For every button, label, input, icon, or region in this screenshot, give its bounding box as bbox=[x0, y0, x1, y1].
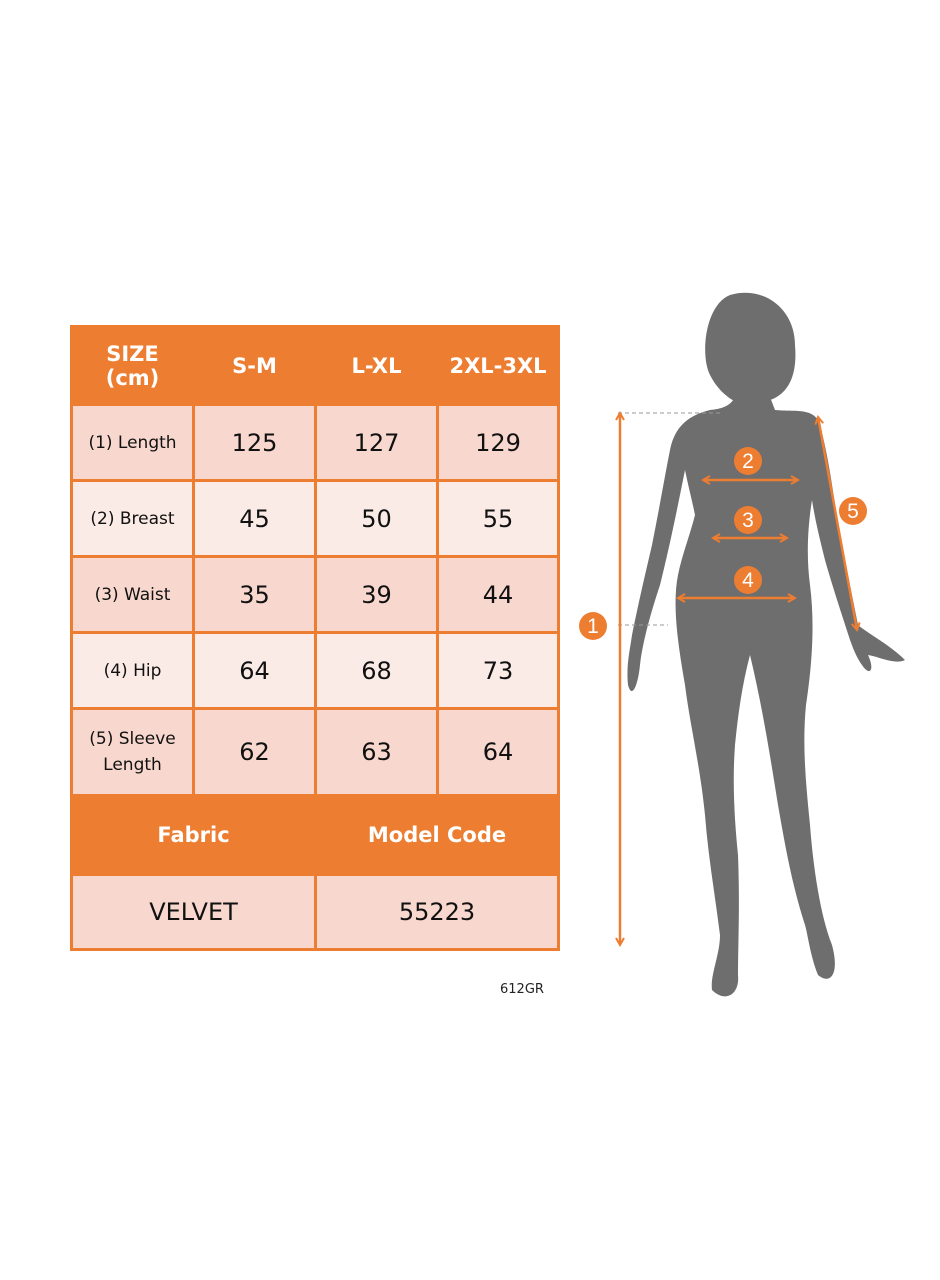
col-header: S-M bbox=[192, 325, 317, 406]
size-header-line1: SIZE bbox=[106, 341, 159, 366]
cell: 68 bbox=[314, 631, 439, 710]
row-label: (1) Length bbox=[70, 403, 195, 482]
fabric-value: VELVET bbox=[70, 873, 317, 951]
table-row: (5) Sleeve Length 62 63 64 bbox=[70, 707, 560, 797]
cell: 45 bbox=[192, 479, 317, 558]
marker-3-icon bbox=[734, 506, 762, 534]
row-label-line1: (5) Sleeve bbox=[89, 729, 176, 749]
sleeve-arrow-icon bbox=[818, 417, 857, 630]
size-header-line2: (cm) bbox=[105, 365, 160, 390]
header-row: SIZE (cm) S-M L-XL 2XL-3XL bbox=[70, 325, 560, 406]
size-header: SIZE (cm) bbox=[70, 325, 195, 406]
fabric-label: Fabric bbox=[70, 794, 317, 876]
marker-1: 1 bbox=[587, 615, 599, 638]
col-header: L-XL bbox=[314, 325, 439, 406]
woman-silhouette-icon bbox=[627, 292, 905, 997]
cell: 44 bbox=[436, 555, 560, 634]
col-header: 2XL-3XL bbox=[436, 325, 560, 406]
cell: 50 bbox=[314, 479, 439, 558]
cell: 73 bbox=[436, 631, 560, 710]
marker-5-icon bbox=[839, 497, 867, 525]
cell: 55 bbox=[436, 479, 560, 558]
product-code: 612GR bbox=[500, 982, 544, 997]
cell: 62 bbox=[192, 707, 317, 797]
marker-3: 3 bbox=[742, 509, 754, 532]
table-row: (1) Length 125 127 129 bbox=[70, 403, 560, 482]
size-chart-table: SIZE (cm) S-M L-XL 2XL-3XL (1) Length 125… bbox=[70, 325, 560, 951]
marker-2: 2 bbox=[742, 450, 754, 473]
row-label-line2: Length bbox=[103, 755, 162, 775]
table-row: (2) Breast 45 50 55 bbox=[70, 479, 560, 558]
marker-2-icon bbox=[734, 447, 762, 475]
table-row: (3) Waist 35 39 44 bbox=[70, 555, 560, 634]
marker-5: 5 bbox=[847, 500, 859, 523]
row-label: (5) Sleeve Length bbox=[70, 707, 195, 797]
table-row: (4) Hip 64 68 73 bbox=[70, 631, 560, 710]
marker-1-icon bbox=[579, 612, 607, 640]
cell: 127 bbox=[314, 403, 439, 482]
row-label: (4) Hip bbox=[70, 631, 195, 710]
cell: 63 bbox=[314, 707, 439, 797]
model-code-label: Model Code bbox=[314, 794, 560, 876]
cell: 35 bbox=[192, 555, 317, 634]
model-code-value: 55223 bbox=[314, 873, 560, 951]
marker-4-icon bbox=[734, 566, 762, 594]
fabric-header-row: Fabric Model Code bbox=[70, 794, 560, 876]
cell: 64 bbox=[436, 707, 560, 797]
body-measurement-figure: 1 2 3 4 5 bbox=[579, 292, 905, 997]
fabric-value-row: VELVET 55223 bbox=[70, 873, 560, 951]
cell: 125 bbox=[192, 403, 317, 482]
row-label: (3) Waist bbox=[70, 555, 195, 634]
cell: 64 bbox=[192, 631, 317, 710]
cell: 129 bbox=[436, 403, 560, 482]
marker-4: 4 bbox=[742, 569, 754, 592]
row-label: (2) Breast bbox=[70, 479, 195, 558]
cell: 39 bbox=[314, 555, 439, 634]
